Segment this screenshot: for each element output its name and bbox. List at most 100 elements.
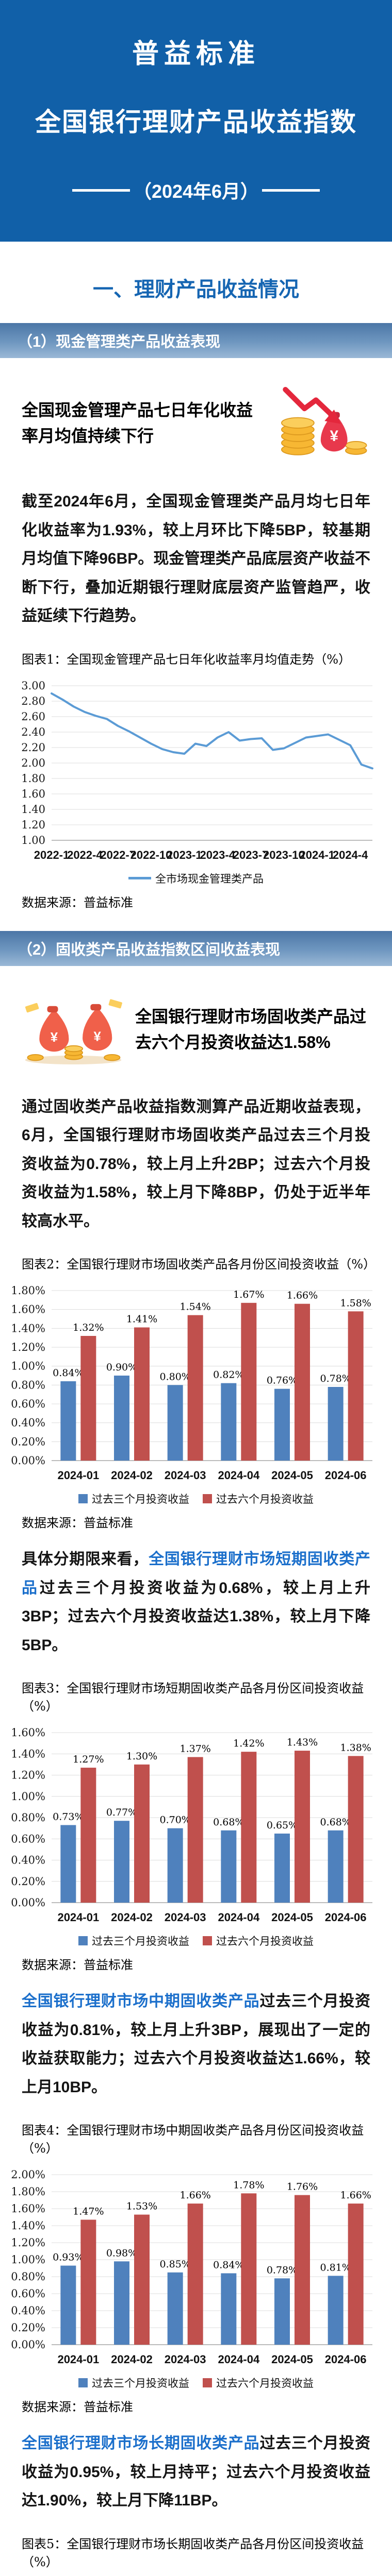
bar (187, 1315, 203, 1461)
bar-value-label: 1.38% (340, 1742, 371, 1753)
bar (80, 1336, 96, 1461)
subtitle-dash-left (72, 189, 130, 192)
subsection-1-bar: （1）现金管理类产品收益表现 (0, 323, 392, 358)
highlight-text: 全国银行理财市场中期固收类产品 (22, 1993, 260, 2010)
figure-4-source: 数据来源：普益标准 (22, 2400, 133, 2414)
bar-value-label: 0.93% (53, 2252, 84, 2263)
bar (348, 2204, 364, 2345)
y-axis-label: 0.20% (11, 1875, 45, 1888)
figure-5-caption: 图表5：全国银行理财市场长期固收类产品各月份区间投资收益（%） (22, 2536, 364, 2569)
figure-3-source: 数据来源：普益标准 (22, 1958, 133, 1972)
y-axis-label: 1.60 (21, 788, 45, 800)
y-axis-label: 0.00% (11, 1896, 45, 1909)
y-axis-label: 1.40% (11, 2219, 45, 2232)
bar-value-label: 1.76% (287, 2181, 318, 2193)
figure-5-chart: 0.00%0.50%1.00%1.50%2.00%2.50%0.96%1.32%… (0, 2574, 392, 2576)
chart-legend: 全市场现金管理类产品 (15, 871, 377, 886)
report-banner: 普益标准 全国银行理财产品收益指数 （2024年6月） (0, 0, 392, 242)
svg-text:¥: ¥ (51, 1030, 58, 1045)
y-axis-label: 0.20% (11, 1435, 45, 1448)
report-title: 全国银行理财产品收益指数 (35, 108, 357, 137)
bar (221, 1383, 237, 1461)
bar-value-label: 0.70% (159, 1815, 190, 1826)
legend-swatch (203, 2378, 212, 2387)
bar (221, 1830, 237, 1903)
y-axis-label: 0.60% (11, 1833, 45, 1845)
bar (348, 1311, 364, 1461)
report-subtitle: （2024年6月） (10, 177, 382, 204)
y-axis-label: 1.20% (11, 1341, 45, 1353)
bar-value-label: 1.41% (126, 1314, 157, 1325)
y-axis-label: 0.40% (11, 2304, 45, 2317)
bar-value-label: 0.68% (213, 1817, 244, 1828)
legend-item: 全市场现金管理类产品 (128, 871, 264, 886)
y-axis-label: 1.00% (11, 1790, 45, 1803)
callout-cash-down: 全国现金管理产品七日年化收益率月均值持续下行 ¥ (0, 374, 392, 473)
bar-value-label: 1.54% (179, 1301, 210, 1313)
bar (80, 1768, 96, 1903)
y-axis-label: 0.80% (11, 1379, 45, 1391)
bar (295, 1303, 310, 1461)
figure-4-caption: 图表4：全国银行理财市场中期固收类产品各月份区间投资收益（%） (22, 2123, 364, 2156)
y-axis-label: 1.80% (11, 2185, 45, 2198)
money-bags-icon: ¥ ¥ (22, 992, 125, 1068)
x-axis-label: 2022-4 (67, 849, 103, 861)
legend-label: 过去六个月投资收益 (216, 2377, 314, 2389)
x-axis-label: 2024-04 (218, 2353, 260, 2366)
bar (167, 1828, 183, 1903)
callout-title: 全国现金管理产品七日年化收益率月均值持续下行 (22, 400, 253, 445)
subtitle-text: （2024年6月） (133, 181, 259, 202)
callout-fixed-income: ¥ ¥ 全国银行理财市场固收类产品过去六个月投资收益达1.58% (0, 981, 392, 1078)
x-axis-label: 2024-01 (57, 1469, 99, 1482)
legend-label: 过去六个月投资收益 (216, 1493, 314, 1505)
x-axis-label: 2024-4 (333, 849, 368, 861)
legend-label: 全市场现金管理类产品 (155, 872, 264, 885)
bar (241, 2193, 257, 2345)
legend-label: 过去三个月投资收益 (92, 1493, 189, 1505)
section-1-title: 一、理财产品收益情况 (93, 278, 299, 301)
bar-value-label: 0.85% (159, 2259, 190, 2270)
chart-svg-fig4: 0.00% 0.20% 0.40% 0.60% 0.80% 1.00% 1.20% 1.40%… (11, 2168, 372, 2366)
bar-value-label: 1.42% (233, 1738, 264, 1749)
x-axis-label: 2023-7 (233, 849, 269, 861)
y-axis-label: 0.80% (11, 2270, 45, 2283)
x-axis-label: 2024-03 (165, 2353, 206, 2366)
subsection-2-bar: （2）固收类产品收益指数区间收益表现 (0, 930, 392, 966)
y-axis-label: 1.00 (21, 834, 45, 846)
figure-2-chart: 0.00% 0.20% 0.40% 0.60% 0.80% 1.00% 1.20% 1.40%… (0, 1276, 392, 1506)
y-axis-label: 0.40% (11, 1417, 45, 1429)
y-axis-label: 1.60% (11, 1726, 45, 1739)
legend-item: 过去六个月投资收益 (203, 1491, 314, 1506)
bar (328, 1387, 344, 1461)
legend-item: 过去三个月投资收益 (78, 1933, 189, 1948)
x-axis-label: 2023-1 (167, 849, 202, 861)
legend-label: 过去三个月投资收益 (92, 2377, 189, 2389)
bar-value-label: 0.78% (267, 2264, 298, 2276)
chart-svg-fig1: 1.00 1.20 1.40 1.60 1.80 2.00 2.20 2.40 2.60 2.80… (21, 680, 373, 861)
x-axis-label: 2024-03 (165, 1469, 206, 1482)
chart-legend: 过去三个月投资收益 过去六个月投资收益 (15, 1933, 377, 1948)
x-axis-label: 2024-05 (271, 2353, 313, 2366)
y-axis-label: 1.80 (21, 772, 45, 785)
legend-swatch (203, 1494, 212, 1503)
bar-value-label: 0.82% (213, 1369, 244, 1381)
bar (241, 1752, 257, 1903)
bar-value-label: 0.78% (320, 1373, 351, 1384)
x-axis-label: 2024-04 (218, 1911, 260, 1924)
y-axis-label: 2.00% (11, 2168, 45, 2181)
figure-1-caption: 图表1：全国现金管理产品七日年化收益率月均值走势（%） (22, 652, 351, 667)
bar-value-label: 1.66% (287, 1290, 318, 1301)
bar (114, 1821, 129, 1903)
y-axis-label: 1.60% (11, 1303, 45, 1316)
bar-value-label: 0.84% (213, 2259, 244, 2270)
paragraph-short-term: 具体分期限来看，全国银行理财市场短期固收类产品过去三个月投资收益为0.68%，较… (0, 1545, 392, 1659)
bar-value-label: 1.43% (287, 1737, 318, 1748)
x-axis-label: 2024-05 (271, 1469, 313, 1482)
bar-value-label: 1.67% (233, 1289, 264, 1300)
y-axis-label: 1.20% (11, 1769, 45, 1782)
x-axis-label: 2022-10 (130, 849, 172, 861)
paragraph-mid-term: 全国银行理财市场中期固收类产品过去三个月投资收益为0.81%，较上月上升3BP，… (0, 1987, 392, 2102)
chart-line (51, 692, 373, 769)
bar-value-label: 1.47% (73, 2206, 104, 2217)
bar-value-label: 0.90% (106, 1362, 137, 1373)
